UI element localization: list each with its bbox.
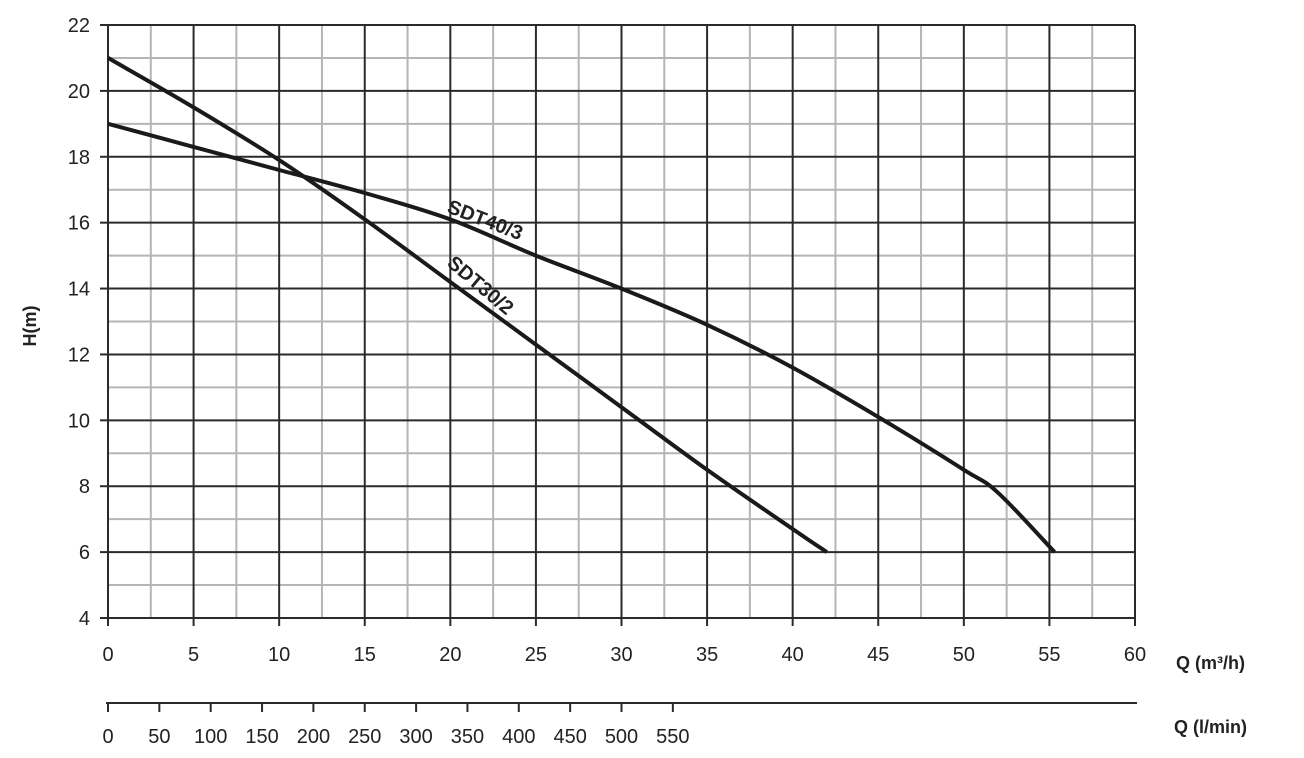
major-gridlines	[100, 24, 1136, 626]
series-line-sdt40	[107, 121, 1057, 554]
x-tick-label: 25	[525, 644, 547, 666]
y-tick-label: 8	[79, 476, 90, 498]
series-label-sdt40: SDT40/3	[444, 196, 526, 245]
y-tick-label: 20	[68, 81, 90, 103]
x2-tick-label: 150	[245, 726, 278, 748]
y-tick-label: 10	[68, 410, 90, 432]
y-tick-label: 6	[79, 542, 90, 564]
y-tick-label: 12	[68, 344, 90, 366]
y-tick-label: 18	[68, 147, 90, 169]
x-tick-label: 15	[354, 644, 376, 666]
x2-tick-label: 300	[399, 726, 432, 748]
x-tick-label: 5	[188, 644, 199, 666]
y-axis-title: H(m)	[20, 306, 40, 347]
x-tick-label: 30	[610, 644, 632, 666]
x-tick-label: 60	[1124, 644, 1146, 666]
x-tick-label: 50	[953, 644, 975, 666]
y-tick-label: 16	[68, 213, 90, 235]
x2-tick-label: 200	[297, 726, 330, 748]
x2-tick-label: 450	[553, 726, 586, 748]
y-tick-label: 4	[79, 608, 90, 630]
pump-curves	[106, 56, 1057, 554]
x-tick-label: 35	[696, 644, 718, 666]
x2-tick-label: 550	[656, 726, 689, 748]
x-tick-label: 20	[439, 644, 461, 666]
x2-tick-label: 350	[451, 726, 484, 748]
x-tick-label: 55	[1038, 644, 1060, 666]
x-tick-label: 45	[867, 644, 889, 666]
x2-tick-label: 50	[148, 726, 170, 748]
secondary-x-axis: 0 50 100 150 200 250 300 350 400 450 500 550	[102, 702, 1137, 748]
x-tick-label: 40	[782, 644, 804, 666]
x-tick-label: 10	[268, 644, 290, 666]
y-tick-label: 22	[68, 15, 90, 37]
x2-tick-label: 100	[194, 726, 227, 748]
x-tick-label: 0	[102, 644, 113, 666]
series-line-sdt30	[106, 56, 829, 554]
x2-axis-title: Q (l/min)	[1174, 717, 1247, 737]
x2-tick-label: 0	[102, 726, 113, 748]
y-tick-label: 14	[68, 279, 90, 301]
x2-tick-label: 400	[502, 726, 535, 748]
tick-labels: 22 20 18 16 14 12 10 8 6 40 5 10 15 20 25 30 35 40 45 50 55 6…	[68, 15, 1146, 666]
x-axis-title: Q (m³/h)	[1176, 653, 1245, 673]
x2-tick-label: 500	[605, 726, 638, 748]
x2-tick-label: 250	[348, 726, 381, 748]
